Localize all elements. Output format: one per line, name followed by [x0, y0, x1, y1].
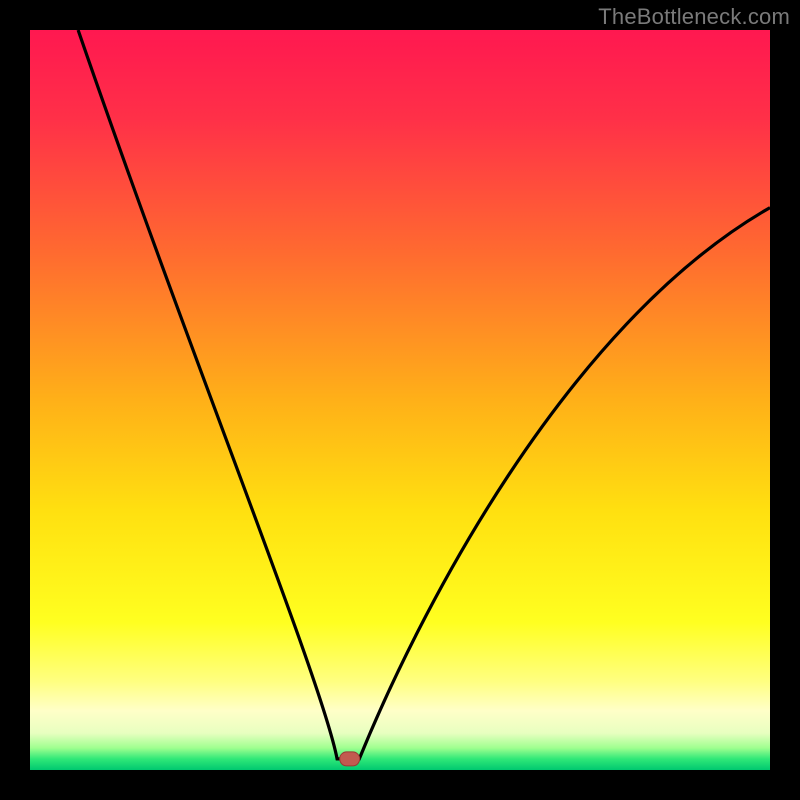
watermark-text: TheBottleneck.com [598, 4, 790, 30]
bottleneck-chart [0, 0, 800, 800]
chart-frame: TheBottleneck.com [0, 0, 800, 800]
optimum-marker [340, 752, 360, 766]
plot-background [30, 30, 770, 770]
